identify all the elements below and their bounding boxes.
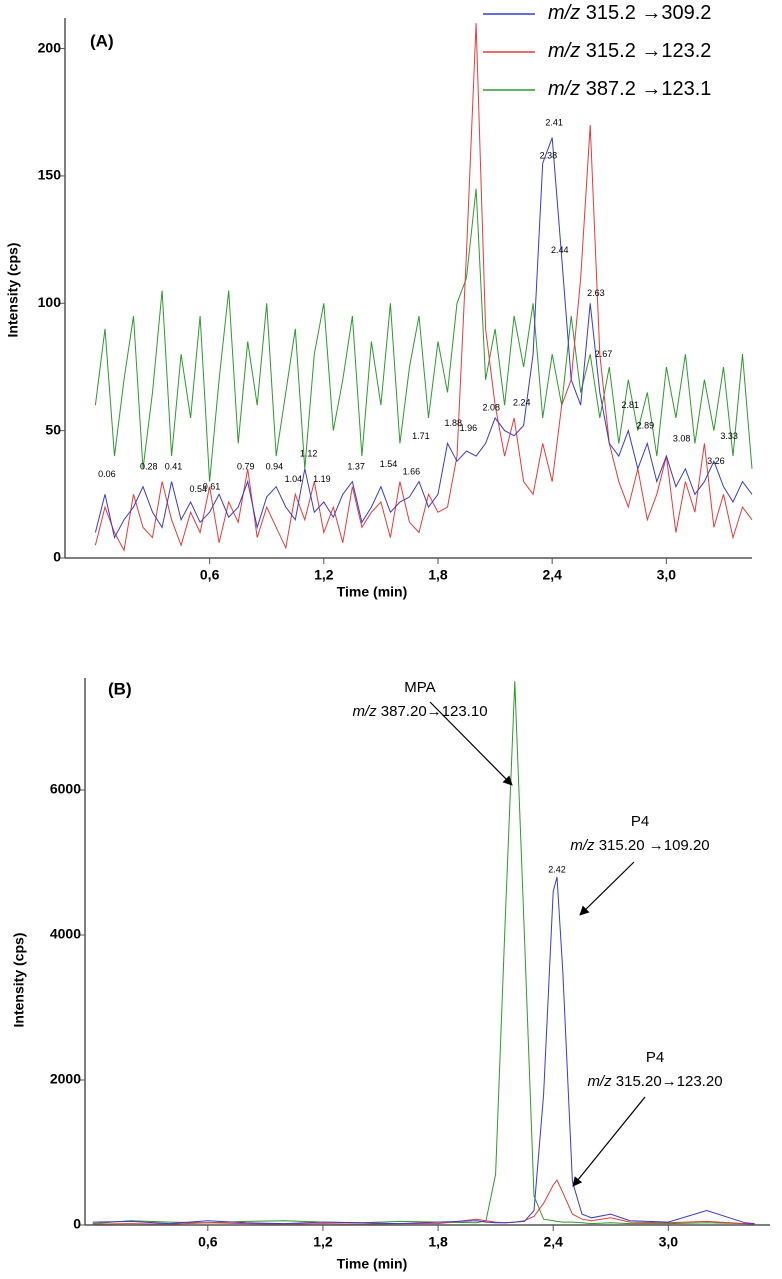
peak-label: 3.08 (673, 433, 691, 443)
y-tick-label: 150 (38, 167, 62, 183)
peak-label: 0.79 (237, 461, 255, 471)
peak-label: 1.66 (403, 466, 421, 476)
x-axis-label: Time (min) (337, 584, 408, 600)
x-tick-label: 0,6 (200, 567, 220, 583)
peak-label: 0.41 (165, 461, 183, 471)
peak-label: 2.24 (513, 398, 531, 408)
y-tick-label: 50 (45, 421, 61, 437)
peak-label: 3.33 (720, 431, 738, 441)
peak-label: 2.42 (548, 864, 566, 874)
peak-label: 2.81 (621, 400, 639, 410)
peak-label: 2.89 (637, 421, 655, 431)
x-tick-label: 3,0 (657, 567, 677, 583)
annotation: MPA (404, 679, 435, 696)
peak-label: 1.71 (412, 431, 430, 441)
x-tick-label: 1,2 (313, 1234, 333, 1250)
peak-label: 1.54 (380, 459, 398, 469)
x-tick-label: 2,4 (542, 567, 562, 583)
x-tick-label: 3,0 (659, 1234, 679, 1250)
series-line (92, 1179, 755, 1225)
peak-label: 2.63 (587, 288, 605, 298)
peak-label: 1.88 (444, 418, 462, 428)
peak-label: 2.41 (545, 117, 563, 127)
peak-label: 0.06 (98, 469, 116, 479)
series-line (92, 876, 755, 1225)
x-tick-label: 1,8 (428, 567, 448, 583)
annotation: m/z 387.20→123.10 (352, 703, 487, 720)
peak-label: 2.08 (483, 403, 501, 413)
series-line (92, 681, 755, 1225)
peak-label: 1.37 (347, 461, 365, 471)
legend-label: m/z 387.2 →123.1 (548, 78, 711, 100)
y-tick-label: 200 (38, 39, 62, 55)
x-axis-label: Time (min) (337, 1256, 408, 1272)
peak-label: 2.44 (551, 245, 569, 255)
peak-label: 1.19 (313, 474, 331, 484)
y-tick-label: 4000 (50, 926, 81, 942)
peak-label: 3.26 (707, 456, 725, 466)
peak-label: 0.61 (203, 482, 221, 492)
annotation-arrow (429, 701, 513, 786)
peak-label: 0.28 (140, 461, 158, 471)
peak-label: 1.12 (300, 449, 318, 459)
x-tick-label: 1,8 (428, 1234, 448, 1250)
annotation-arrow (579, 861, 635, 916)
peak-label: 0.54 (189, 484, 207, 494)
annotation: m/z 315.20→123.20 (587, 1073, 722, 1090)
peak-label: 1.04 (285, 474, 303, 484)
annotation: m/z 315.20 →109.20 (570, 837, 709, 854)
series-line (94, 188, 753, 482)
peak-label: 2.67 (595, 349, 613, 359)
y-axis-label: Intensity (cps) (11, 933, 27, 1028)
x-tick-label: 1,2 (314, 567, 334, 583)
y-tick-label: 2000 (50, 1071, 81, 1087)
peak-label: 1.96 (460, 423, 478, 433)
x-tick-label: 2,4 (543, 1234, 563, 1250)
y-tick-label: 0 (73, 1216, 81, 1232)
y-axis-label: Intensity (cps) (5, 243, 21, 338)
peak-label: 0.94 (266, 461, 284, 471)
x-tick-label: 0,6 (198, 1234, 218, 1250)
panel-title: (B) (108, 679, 132, 698)
panel-title: (A) (90, 31, 114, 50)
y-tick-label: 0 (53, 549, 61, 565)
peak-label: 2.38 (540, 151, 558, 161)
annotation: P4 (646, 1049, 664, 1066)
series-line (94, 23, 753, 552)
legend-label: m/z 315.2 →309.2 (548, 2, 711, 24)
y-tick-label: 6000 (50, 781, 81, 797)
annotation: P4 (631, 813, 649, 830)
annotation-arrow (572, 1096, 646, 1187)
series-line (94, 137, 753, 540)
y-tick-label: 100 (38, 294, 62, 310)
legend-label: m/z 315.2 →123.2 (548, 40, 711, 62)
